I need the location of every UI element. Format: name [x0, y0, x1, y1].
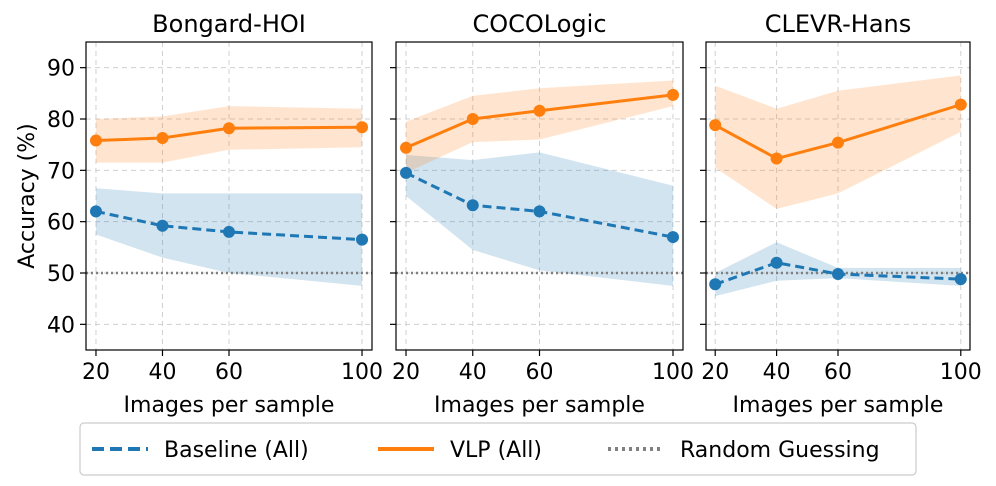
x-axis-label: Images per sample	[733, 393, 944, 418]
baseline-series-line	[714, 261, 961, 286]
panel-0: 40 50 60 70 80 90 20 40 60 100 Bongard-HOI Images p…	[47, 10, 383, 418]
vlp-point	[400, 141, 413, 154]
x-tick-label: 100	[341, 360, 383, 385]
x-tick-label: 40	[459, 360, 487, 385]
y-tick-label: 50	[47, 262, 75, 287]
vlp-point	[223, 122, 235, 135]
baseline-point	[709, 278, 722, 291]
vlp-point	[666, 88, 679, 101]
baseline-point	[770, 256, 783, 269]
x-tick-label: 20	[701, 360, 729, 385]
panel-2: 20 40 60 100 CLEVR-Hans Images per sample	[700, 10, 982, 418]
y-tick-label: 80	[47, 108, 75, 133]
vlp-point	[832, 136, 844, 149]
legend-label-baseline: Baseline (All)	[164, 438, 309, 463]
vlp-point	[156, 131, 169, 144]
baseline-series-line	[95, 209, 363, 242]
vlp-point	[356, 121, 369, 134]
x-tick-label: 100	[940, 360, 982, 385]
baseline-point	[356, 233, 369, 246]
x-tick-label: 20	[82, 360, 110, 385]
vlp-point	[770, 152, 783, 165]
vlp-point	[709, 119, 722, 132]
x-tick-label: 40	[763, 360, 791, 385]
vlp-series-line	[405, 93, 674, 150]
y-tick-label: 40	[47, 313, 75, 338]
vlp-point	[533, 104, 546, 117]
x-tick-label: 20	[392, 360, 420, 385]
panel-title: COCOLogic	[472, 10, 606, 38]
legend-label-random-guessing: Random Guessing	[680, 438, 880, 463]
x-axis-label: Images per sample	[124, 393, 335, 418]
legend: Baseline (All) VLP (All) Random Guessing	[79, 422, 917, 476]
vlp-point	[466, 113, 479, 125]
baseline-point	[400, 166, 413, 179]
panel-1: 20 40 60 100 COCOLogic Images per sample	[390, 10, 694, 418]
baseline-point	[954, 273, 967, 286]
panel-title: Bongard-HOI	[152, 10, 306, 38]
legend-frame	[79, 422, 917, 476]
vlp-series-line	[714, 103, 962, 161]
panels: 40 50 60 70 80 90 20 40 60 100 Bongard-HOI Images p…	[47, 10, 982, 418]
baseline-point	[832, 268, 844, 281]
x-axis-label: Images per sample	[434, 393, 645, 418]
baseline-confidence-band	[406, 152, 673, 286]
y-tick-label: 60	[47, 211, 75, 236]
baseline-point	[89, 205, 102, 218]
vlp-point	[89, 134, 102, 147]
x-tick-label: 60	[526, 360, 554, 385]
baseline-point	[533, 205, 546, 218]
x-tick-label: 60	[215, 360, 243, 385]
x-tick-label: 40	[148, 360, 176, 385]
vlp-point	[954, 98, 967, 111]
baseline-point	[666, 231, 679, 244]
y-tick-label: 70	[47, 159, 75, 184]
x-tick-label: 60	[824, 360, 852, 385]
vlp-series-line	[95, 125, 363, 143]
y-axis-label: Accuracy (%)	[15, 123, 40, 269]
legend-label-vlp: VLP (All)	[450, 438, 542, 463]
baseline-point	[466, 199, 479, 212]
panel-title: CLEVR-Hans	[765, 10, 912, 38]
baseline-point	[156, 219, 169, 232]
baseline-point	[223, 225, 235, 238]
vlp-confidence-band	[95, 106, 363, 163]
y-tick-label: 90	[47, 57, 75, 82]
x-tick-label: 100	[652, 360, 694, 385]
